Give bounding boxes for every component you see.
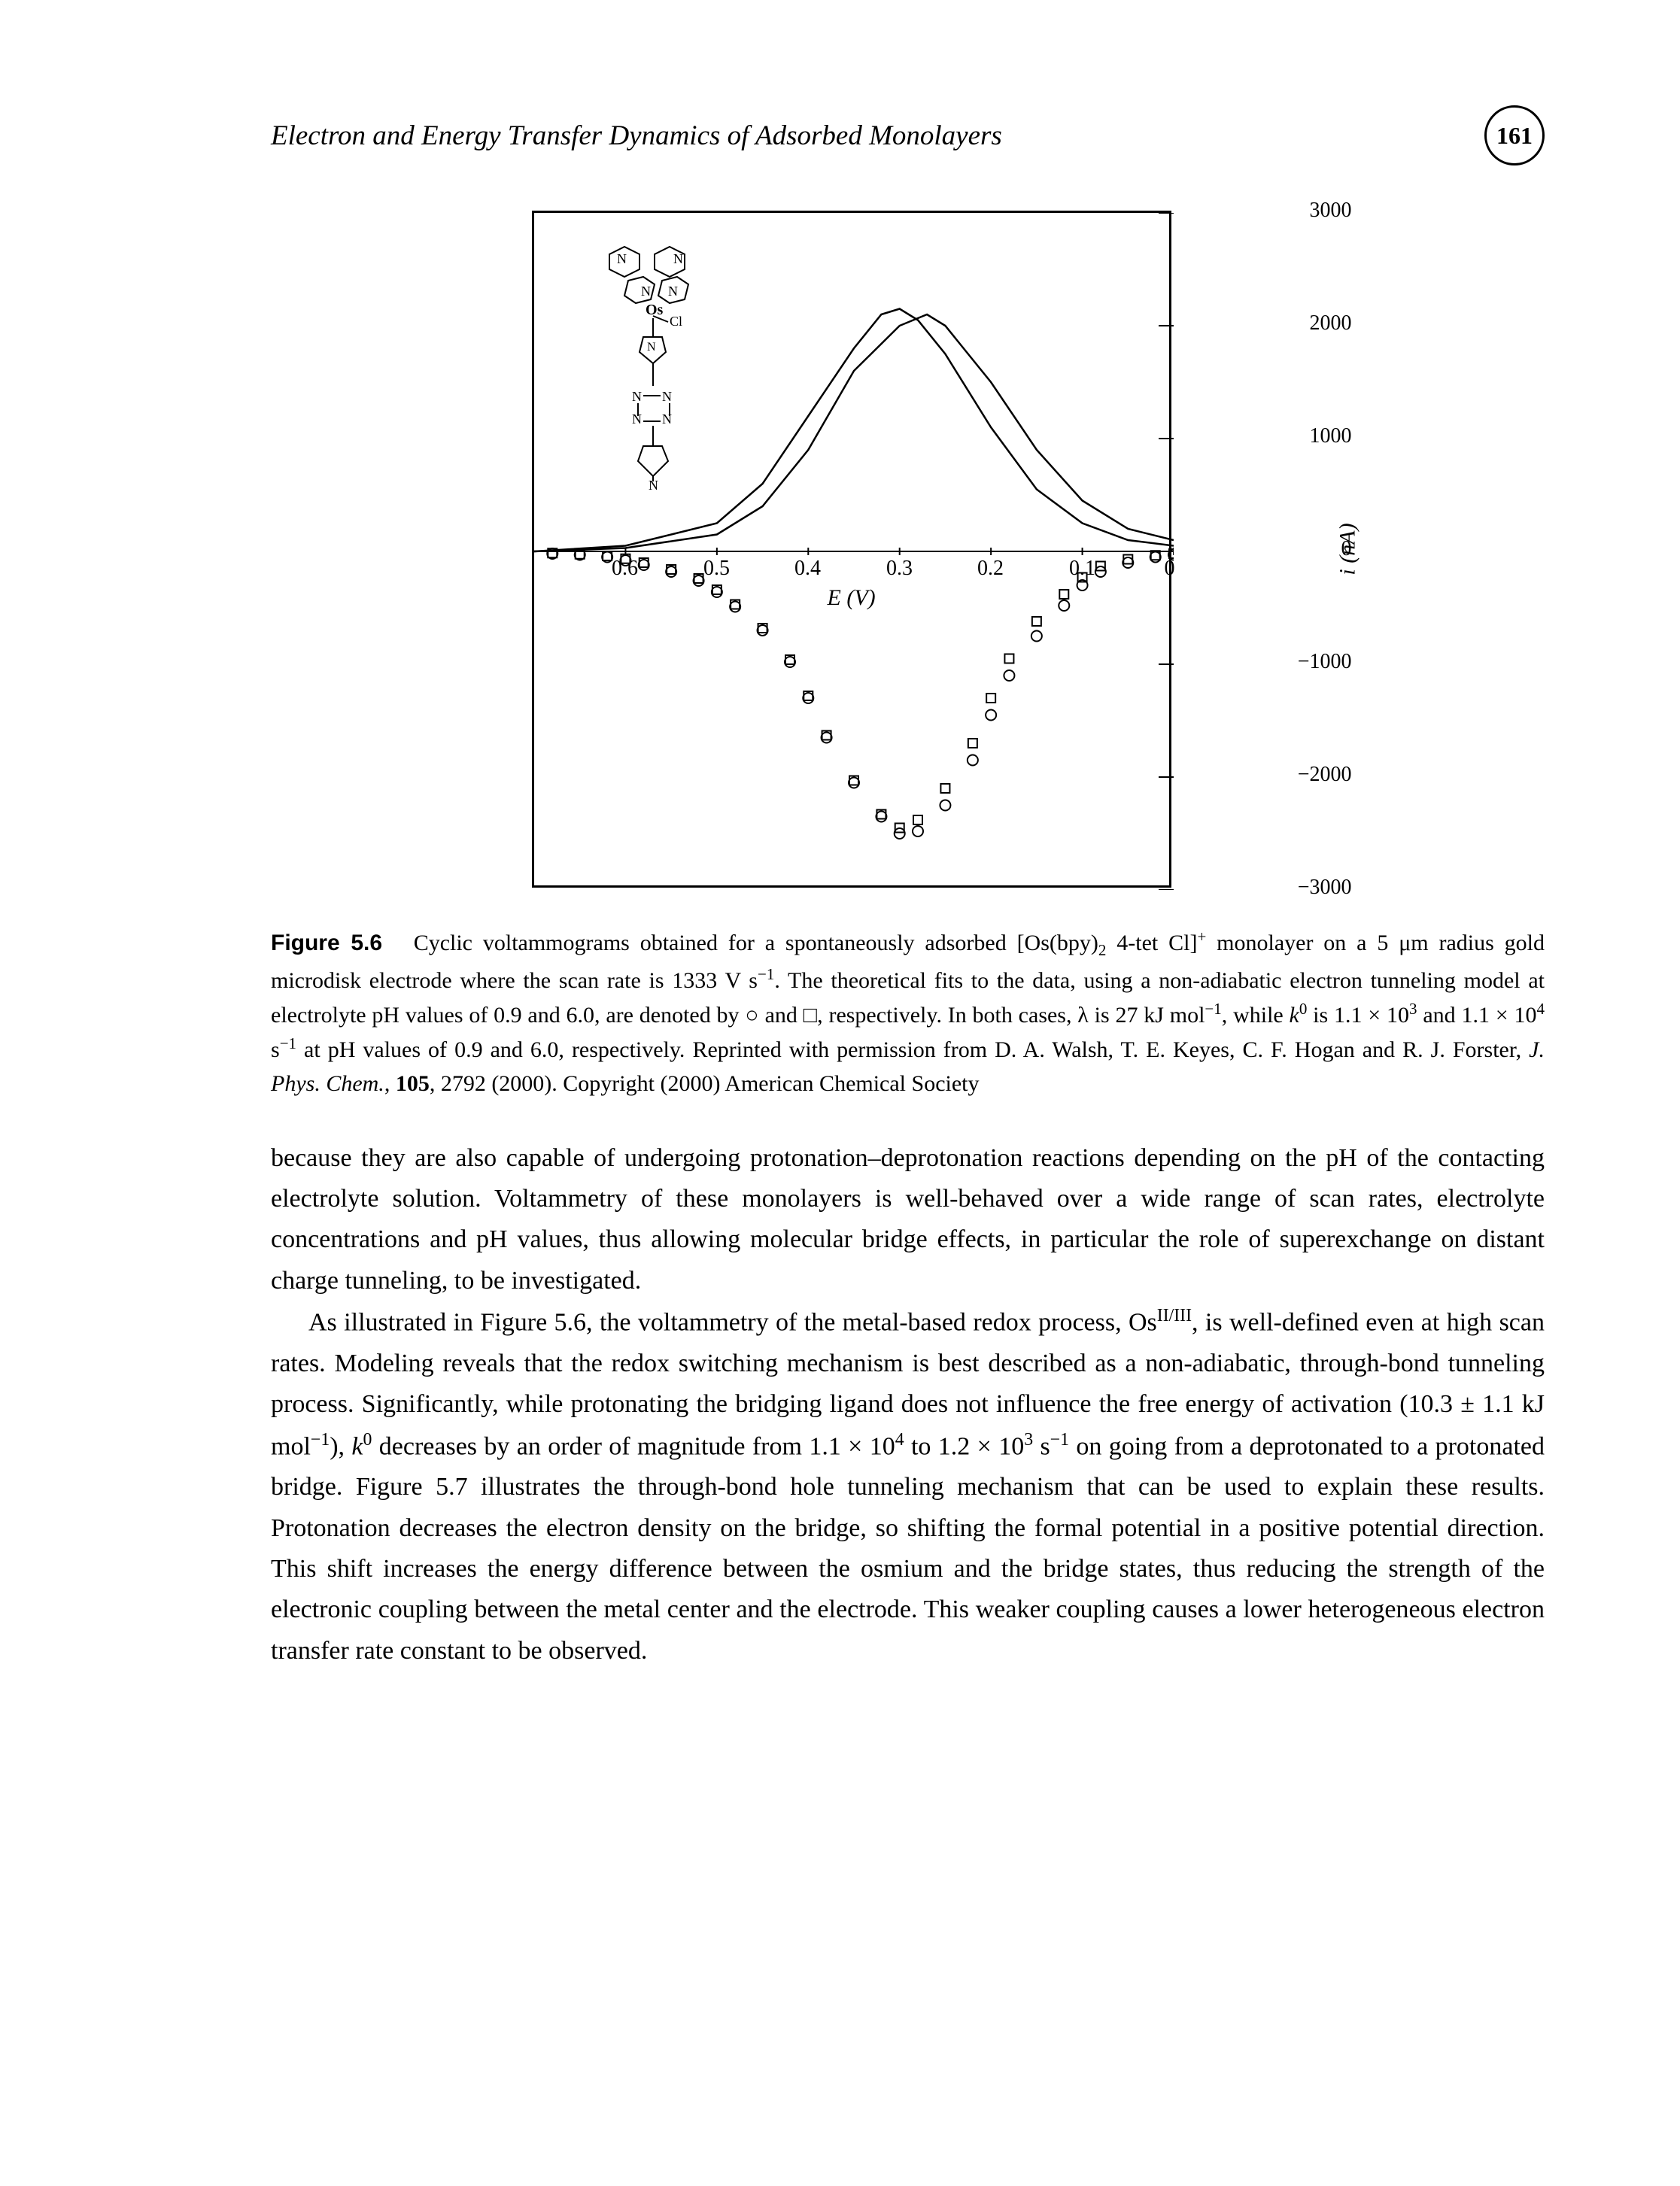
molecule-structure: N N N N Os Cl N N N N N (609, 247, 688, 493)
x-tick: 0.5 (703, 557, 730, 581)
y-tick: 3000 (1310, 199, 1352, 223)
figure-label: Figure 5.6 (271, 931, 382, 955)
svg-text:N: N (662, 389, 672, 404)
paragraph-1: because they are also capable of undergo… (271, 1138, 1545, 1302)
page-header: Electron and Energy Transfer Dynamics of… (271, 105, 1545, 165)
plot-area: N N N N Os Cl N N N N N (532, 211, 1171, 888)
paragraph-2: As illustrated in Figure 5.6, the voltam… (271, 1301, 1545, 1671)
svg-text:N: N (632, 389, 642, 404)
chart-svg: N N N N Os Cl N N N N N (534, 213, 1174, 890)
svg-text:N: N (641, 284, 651, 299)
svg-text:N: N (632, 411, 642, 427)
svg-text:N: N (662, 411, 672, 427)
page-number-badge: 161 (1484, 105, 1545, 165)
x-tick: 0.2 (977, 557, 1004, 581)
y-tick: −2000 (1298, 763, 1352, 787)
y-tick: 1000 (1310, 424, 1352, 448)
svg-text:N: N (647, 341, 656, 354)
x-tick: 0.1 (1069, 557, 1095, 581)
x-axis-label: E (V) (828, 585, 876, 611)
figure-caption: Figure 5.6 Cyclic voltammograms obtained… (271, 925, 1545, 1101)
curve-1 (534, 309, 1174, 552)
y-tick: 2000 (1310, 311, 1352, 335)
running-head: Electron and Energy Transfer Dynamics of… (271, 120, 1002, 152)
y-tick: −3000 (1298, 876, 1352, 900)
x-tick: 0.4 (794, 557, 821, 581)
svg-text:N: N (617, 251, 627, 266)
x-tick: 0.6 (612, 557, 638, 581)
y-tick: −1000 (1298, 650, 1352, 674)
cv-chart: N N N N Os Cl N N N N N (532, 211, 1284, 888)
svg-text:Cl: Cl (670, 314, 682, 329)
svg-text:N: N (668, 284, 678, 299)
svg-text:N: N (673, 251, 683, 266)
body-text: because they are also capable of undergo… (271, 1138, 1545, 1672)
x-tick: 0 (1165, 557, 1175, 581)
x-tick: 0.3 (886, 557, 913, 581)
y-axis-label: i (nA) (1335, 523, 1361, 575)
curve-2 (534, 314, 1174, 551)
figure-5-6: N N N N Os Cl N N N N N (271, 211, 1545, 888)
